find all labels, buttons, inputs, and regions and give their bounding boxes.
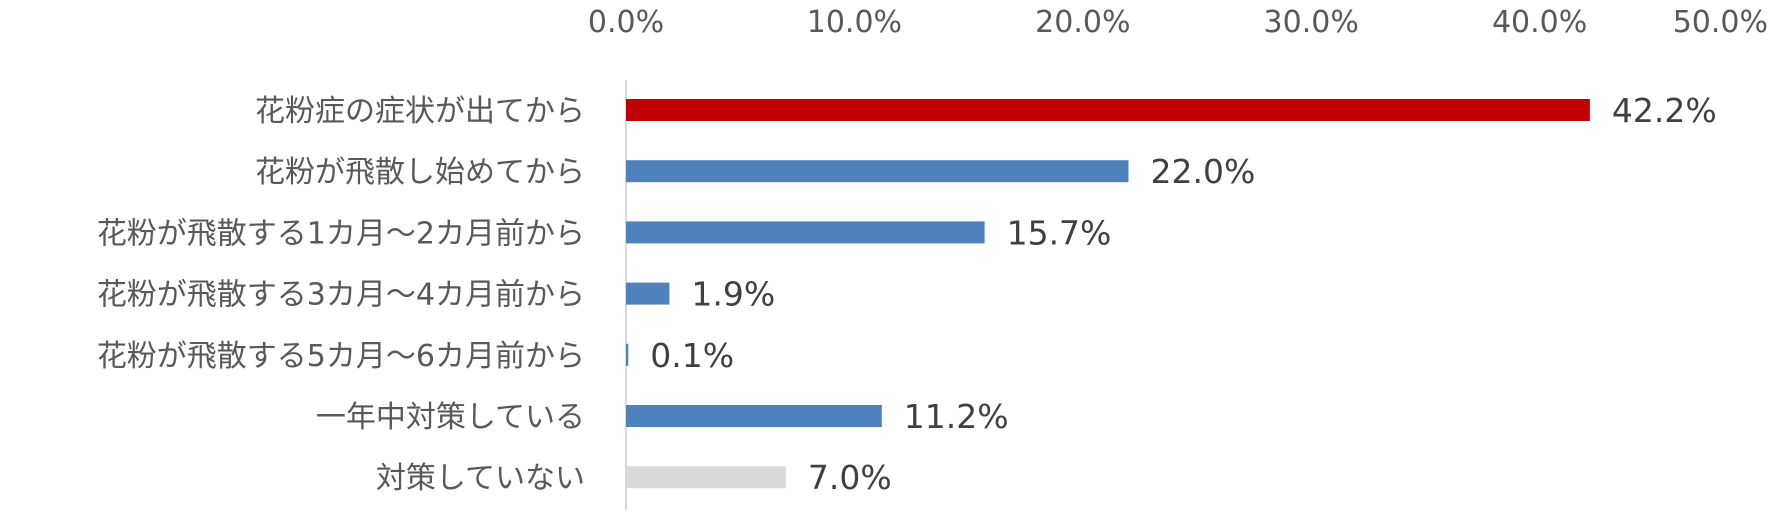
bars <box>626 99 1590 489</box>
bar <box>626 343 629 366</box>
bar <box>626 282 670 305</box>
value-label: 42.2% <box>1612 91 1717 130</box>
value-label: 22.0% <box>1150 152 1255 191</box>
value-label: 0.1% <box>650 336 734 375</box>
category-label: 花粉が飛散する5カ月～6カ月前から <box>97 339 585 374</box>
bar <box>626 99 1590 121</box>
bar <box>626 160 1129 183</box>
value-labels: 42.2% 22.0% 15.7% 1.9% 0.1% 11.2% 7.0% <box>650 91 1716 497</box>
bar <box>626 405 882 427</box>
x-axis-ticks: 0.0% 10.0% 20.0% 30.0% 40.0% 50.0% <box>588 5 1768 40</box>
category-label: 花粉が飛散する1カ月～2カ月前から <box>97 216 585 251</box>
value-label: 7.0% <box>808 458 892 497</box>
category-label: 対策していない <box>376 461 585 496</box>
x-tick-label: 40.0% <box>1492 5 1587 40</box>
x-tick-label: 10.0% <box>807 5 902 40</box>
value-label: 11.2% <box>904 397 1009 436</box>
value-label: 1.9% <box>691 275 775 314</box>
x-tick-label: 30.0% <box>1264 5 1359 40</box>
bar <box>626 466 786 489</box>
category-label: 一年中対策している <box>316 400 585 435</box>
bar <box>626 221 985 244</box>
x-tick-label: 20.0% <box>1035 5 1130 40</box>
category-label: 花粉が飛散し始めてから <box>255 155 585 190</box>
x-tick-label: 0.0% <box>588 5 664 40</box>
x-tick-label: 50.0% <box>1673 5 1768 40</box>
value-label: 15.7% <box>1007 213 1112 252</box>
category-label: 花粉症の症状が出てから <box>255 94 585 129</box>
category-label: 花粉が飛散する3カ月～4カ月前から <box>97 278 585 313</box>
category-labels: 花粉症の症状が出てから花粉が飛散し始めてから花粉が飛散する1カ月～2カ月前から花… <box>97 94 585 496</box>
